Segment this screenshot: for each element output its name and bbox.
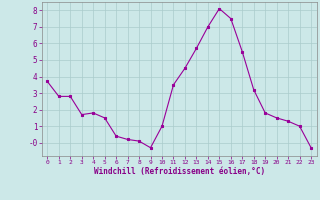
X-axis label: Windchill (Refroidissement éolien,°C): Windchill (Refroidissement éolien,°C) bbox=[94, 167, 265, 176]
